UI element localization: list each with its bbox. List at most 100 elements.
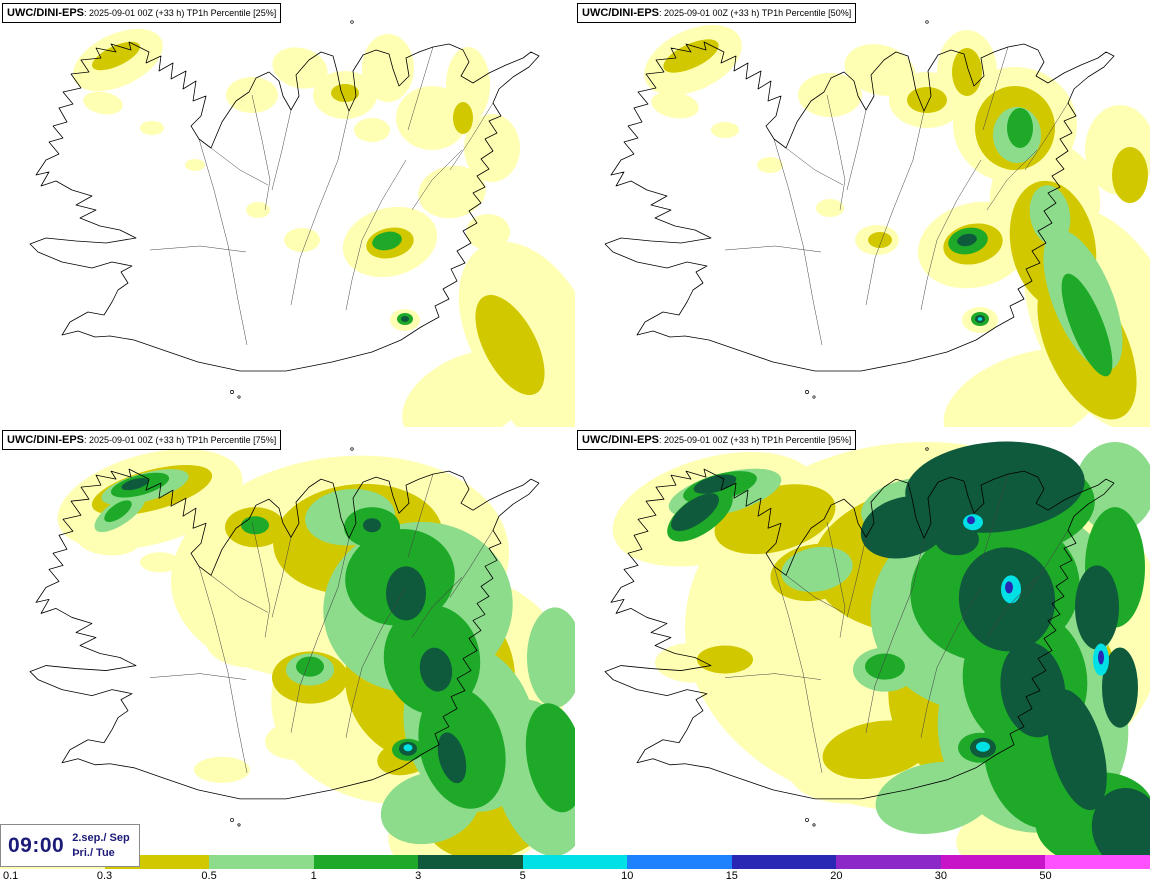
precip-blob: [284, 228, 320, 252]
time-box: 09:00 2.sep./ Sep Þri./ Tue: [0, 824, 140, 867]
precip-blob: [822, 720, 932, 780]
island-outline: [925, 447, 929, 451]
island-outline: [805, 390, 809, 394]
colorbar-tick: 30: [934, 870, 948, 882]
precip-blob: [354, 118, 390, 142]
precip-blob: [798, 73, 862, 117]
boundary-line: [785, 147, 844, 186]
date-column: 2.sep./ Sep Þri./ Tue: [72, 831, 129, 861]
precip-blob: [403, 744, 413, 752]
boundary-line: [251, 522, 271, 638]
panel-95: UWC/DINI-EPS: 2025-09-01 00Z (+33 h) TP1…: [575, 427, 1150, 855]
boundary-line: [724, 673, 822, 680]
precip-blob: [977, 317, 983, 321]
precip-blob: [693, 474, 737, 494]
island-outline: [230, 817, 234, 822]
panel-title-text: : 2025-09-01 00Z (+33 h) TP1h Percentile…: [659, 8, 852, 18]
colorbar-segment: [1045, 855, 1150, 869]
precip-blob: [1005, 581, 1013, 594]
colorbar-segment: [522, 855, 628, 869]
precip-blob: [711, 122, 739, 138]
precip-blob: [185, 159, 205, 171]
map-25: [0, 0, 575, 427]
boundary-line: [271, 537, 292, 618]
boundary-line: [1024, 530, 1069, 598]
precip-blob: [83, 91, 123, 115]
precip-blob: [1075, 565, 1119, 650]
boundary-line: [920, 159, 982, 311]
precip-blob: [104, 500, 132, 523]
panel-title: UWC/DINI-EPS: 2025-09-01 00Z (+33 h) TP1…: [2, 430, 282, 450]
boundary-line: [411, 577, 463, 638]
precip-blob: [1112, 147, 1148, 203]
precip-blob: [527, 607, 575, 708]
panel-title-text: : 2025-09-01 00Z (+33 h) TP1h Percentile…: [84, 8, 277, 18]
precip-blob: [363, 518, 381, 533]
boundary-line: [407, 474, 434, 558]
island-outline: [350, 20, 354, 24]
colorbar-segment: [731, 855, 837, 869]
precip-blob: [331, 84, 359, 102]
precip-blob: [401, 316, 409, 322]
precip-blob: [1098, 650, 1104, 665]
boundary-line: [986, 149, 1038, 211]
boundary-line: [210, 147, 269, 186]
precip-blob: [194, 756, 250, 783]
precip-blob: [241, 516, 269, 535]
boundary-line: [271, 109, 292, 191]
panel-25: UWC/DINI-EPS: 2025-09-01 00Z (+33 h) TP1…: [0, 0, 575, 427]
precip-blob: [816, 199, 844, 217]
precip-blob: [475, 294, 545, 396]
date-label: 2.sep./ Sep: [72, 831, 130, 844]
precip-blob: [1075, 442, 1150, 533]
island-outline: [230, 390, 234, 394]
precip-blob: [246, 202, 270, 218]
boundary-line: [149, 673, 247, 680]
colorbar-tick: 10: [621, 870, 634, 882]
panel-title: UWC/DINI-EPS: 2025-09-01 00Z (+33 h) TP1…: [2, 3, 282, 23]
panel-grid: UWC/DINI-EPS: 2025-09-01 00Z (+33 h) TP1…: [0, 0, 1150, 855]
boundary-line: [826, 522, 846, 638]
map-95: [575, 427, 1150, 855]
precip-blob: [905, 441, 1085, 533]
island-outline: [812, 395, 816, 399]
panel-title-text: : 2025-09-01 00Z (+33 h) TP1h Percentile…: [84, 435, 277, 445]
model-name: UWC/DINI-EPS: [7, 434, 84, 446]
boundary-line: [785, 575, 844, 613]
precip-blob: [140, 552, 180, 573]
colorbar-tick: 0.5: [201, 870, 217, 882]
precip-blob: [386, 566, 426, 621]
boundary-line: [865, 538, 925, 733]
island-outline: [350, 447, 354, 451]
colorbar-tick: 0.1: [3, 870, 19, 882]
boundary-line: [1024, 102, 1069, 171]
boundary-line: [920, 587, 982, 738]
colorbar-tick: 3: [415, 870, 422, 882]
colorbar-tick: 1: [310, 870, 317, 882]
precip-blob: [205, 611, 295, 668]
time-label: 09:00: [8, 833, 65, 857]
colorbar-ticks: 0.1 0.3 0.5 1 3 5 10 15 20 30 50: [0, 869, 1150, 891]
precip-blob: [967, 516, 975, 525]
panel-title-text: : 2025-09-01 00Z (+33 h) TP1h Percentile…: [659, 435, 852, 445]
precip-blob: [140, 121, 164, 135]
panel-title: UWC/DINI-EPS: 2025-09-01 00Z (+33 h) TP1…: [577, 430, 857, 450]
precip-blob: [1047, 689, 1107, 811]
boundary-line: [198, 138, 248, 346]
precip-blob: [121, 478, 149, 491]
precip-blob: [663, 39, 719, 73]
boundary-line: [407, 46, 434, 131]
boundary-line: [251, 94, 271, 211]
coastline: [604, 468, 1115, 800]
precip-blob: [868, 232, 892, 248]
precip-blob: [957, 233, 977, 247]
boundary-line: [865, 110, 925, 306]
panel-title: UWC/DINI-EPS: 2025-09-01 00Z (+33 h) TP1…: [577, 3, 857, 23]
boundary-line: [449, 530, 494, 598]
precip-blob: [757, 157, 783, 173]
precip-blob: [437, 732, 467, 784]
island-outline: [812, 823, 816, 827]
precip-blob: [418, 165, 486, 219]
colorbar-segment: [627, 855, 732, 869]
colorbar-segment: [209, 855, 314, 869]
